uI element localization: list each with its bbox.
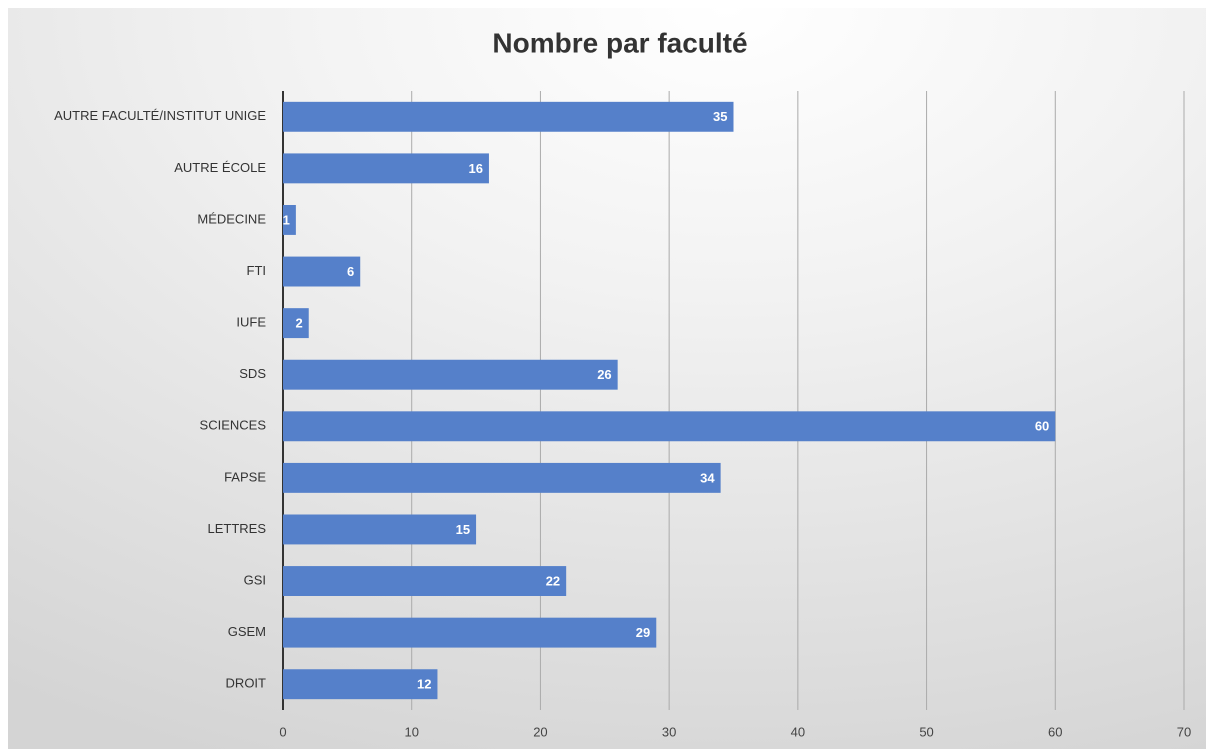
data-label: 22 <box>546 573 560 588</box>
y-tick-label: SCIENCES <box>200 418 267 433</box>
bar <box>283 411 1056 442</box>
bar <box>283 617 657 648</box>
bar <box>283 204 296 235</box>
x-tick-label: 40 <box>791 724 805 739</box>
data-label: 60 <box>1035 419 1049 434</box>
y-tick-label: AUTRE FACULTÉ/INSTITUT UNIGE <box>54 108 266 123</box>
bar <box>283 514 477 545</box>
bar <box>283 153 489 184</box>
x-tick-label: 10 <box>404 724 418 739</box>
data-label: 12 <box>417 677 431 692</box>
bar <box>283 359 618 390</box>
y-tick-label: GSI <box>244 572 266 587</box>
data-label: 1 <box>283 212 290 227</box>
y-tick-label: FTI <box>247 263 267 278</box>
x-tick-label: 30 <box>662 724 676 739</box>
data-label: 6 <box>347 264 354 279</box>
y-tick-label: SDS <box>239 366 266 381</box>
chart-title: Nombre par faculté <box>492 27 747 58</box>
data-label: 2 <box>296 316 303 331</box>
bar <box>283 256 361 287</box>
x-tick-label: 50 <box>919 724 933 739</box>
y-tick-label: FAPSE <box>224 469 266 484</box>
y-tick-label: AUTRE ÉCOLE <box>174 160 266 175</box>
x-tick-label: 70 <box>1177 724 1191 739</box>
x-tick-label: 20 <box>533 724 547 739</box>
y-tick-label: LETTRES <box>207 521 266 536</box>
bar <box>283 462 721 493</box>
x-tick-label: 60 <box>1048 724 1062 739</box>
data-label: 16 <box>468 161 482 176</box>
bar <box>283 669 438 700</box>
bar <box>283 566 567 597</box>
bar <box>283 308 309 339</box>
y-tick-label: IUFE <box>236 315 266 330</box>
bar <box>283 101 734 132</box>
y-tick-label: GSEM <box>228 624 266 639</box>
y-tick-label: MÉDECINE <box>197 211 266 226</box>
y-tick-label: DROIT <box>226 676 267 691</box>
data-label: 34 <box>700 470 715 485</box>
x-tick-label: 0 <box>279 724 286 739</box>
data-label: 35 <box>713 109 727 124</box>
data-label: 15 <box>456 522 470 537</box>
data-label: 26 <box>597 367 611 382</box>
data-label: 29 <box>636 625 650 640</box>
